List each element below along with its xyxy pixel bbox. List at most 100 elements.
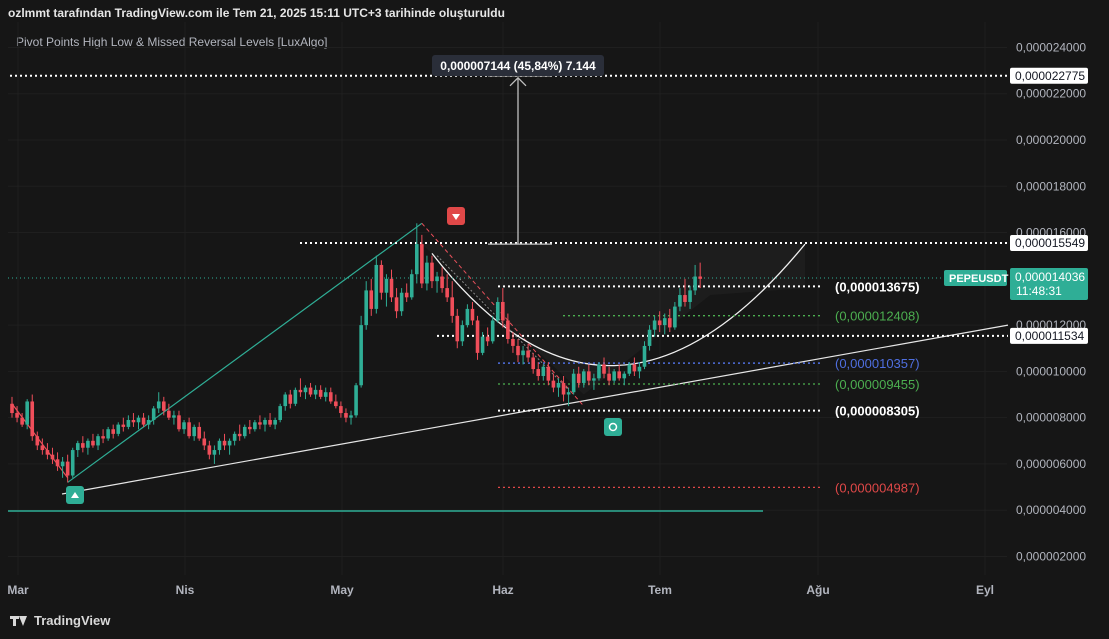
reversal-icon [608,422,618,432]
candle-body [20,417,24,425]
candle-body [622,373,627,379]
candle-body [698,276,702,279]
candle-body [136,417,141,423]
price-tag-box [1010,67,1088,84]
candle-body [263,419,267,425]
price-axis-tick: 0,000004000 [1016,503,1086,517]
candle-body [86,440,90,448]
candle [121,417,126,432]
candle-body [389,278,394,298]
candle [698,262,702,289]
candle [587,364,591,386]
candle-body [440,276,444,289]
candle-body [430,262,434,282]
pivot-zigzag-up [67,222,423,483]
candle-body [450,297,455,316]
candle-body [399,292,404,312]
price-axis: 0,000024000 0,000022000 0,000020000 0,00001… [944,40,1088,563]
candle-body [242,426,247,437]
candle-body [561,382,566,395]
candle-body [10,403,14,414]
candle-body [273,419,277,425]
candle-body [617,371,621,379]
candle [571,369,576,395]
candle [313,385,318,400]
candle [662,313,667,335]
candle [409,269,414,300]
candle-body [106,429,110,439]
candle-body [581,371,586,383]
candle-body [156,401,161,409]
time-axis-tick: Nis [176,583,195,597]
candle [581,369,586,388]
candle-body [25,401,29,425]
candle-body [627,364,632,374]
candle-body [131,419,136,423]
symbol-tag: PEPEUSDT [949,273,1009,285]
candle [131,413,136,427]
candle-body [475,320,480,353]
candle [197,422,202,441]
tradingview-logo[interactable]: TradingView [10,613,110,628]
candle-body [151,408,156,420]
candle [506,313,510,344]
candle [450,281,455,323]
candle-body [253,422,257,430]
candle-body [470,308,475,321]
candle [647,325,652,351]
candle [678,288,682,312]
candle-body [602,364,606,374]
candle [273,417,277,430]
candle [445,274,449,302]
current-price: 0,000014036 [1015,270,1085,284]
candle-body [425,262,429,284]
indicator-legend[interactable]: Pivot Points High Low & Missed Reversal … [16,35,328,49]
candle-body [146,419,151,425]
candle [384,274,389,307]
candle [440,267,444,293]
candle [136,415,141,430]
candle-body [40,445,45,451]
candle [465,304,470,328]
candle [339,401,343,418]
candle-body [404,292,409,298]
candle-body [445,288,449,298]
candle-body [576,373,581,383]
pivot-level-label: (0,000012408) [835,309,920,324]
candle-body [293,389,298,404]
candle-body [141,417,146,425]
candle [546,362,551,386]
candle-body [501,301,505,321]
candle [379,260,384,300]
candle [460,320,465,346]
candle-body [91,440,95,446]
candle-body [359,325,363,386]
candle-body [207,445,212,455]
candle-body [313,389,318,395]
candle-body [50,454,55,460]
candle [318,385,323,400]
time-axis-tick: May [330,583,354,597]
candle [162,396,166,416]
candle [597,362,601,381]
candle-body [126,419,131,427]
candle [364,281,368,330]
candle [75,440,80,457]
candle-body [415,244,419,275]
candle [576,366,581,388]
candle-body [111,429,115,434]
current-price-box [1010,267,1088,300]
candle-body [237,433,242,437]
candle-body [187,422,191,437]
candle-body [172,415,176,418]
candle [541,364,546,381]
candle-body [318,389,323,397]
price-axis-tick: 0,000010000 [1016,364,1086,378]
candle [268,413,272,427]
candle-body [637,366,642,372]
candle [425,255,429,291]
candle-body [197,426,202,439]
candle-body [303,387,308,393]
candle [156,392,161,414]
